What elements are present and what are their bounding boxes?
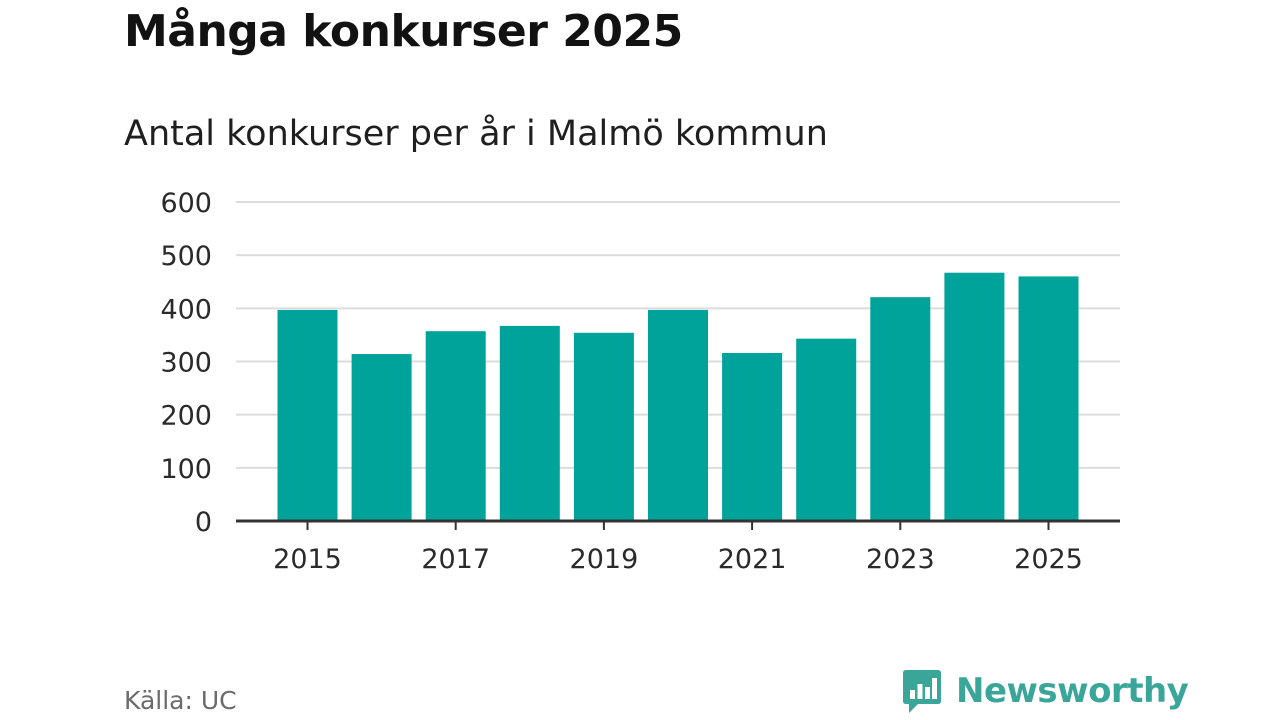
x-tick-label: 2015 <box>273 544 342 575</box>
x-tick-label: 2017 <box>421 544 490 575</box>
chart-title: Många konkurser 2025 <box>124 6 683 57</box>
y-tick-label: 0 <box>195 507 212 538</box>
x-tick-label: 2023 <box>866 544 935 575</box>
bar-2024 <box>944 272 1005 521</box>
bar-2016 <box>351 354 412 521</box>
bar-2021 <box>722 352 783 521</box>
bar-2018 <box>499 325 560 521</box>
y-tick-label: 400 <box>160 294 212 325</box>
newsworthy-logo: Newsworthy <box>902 668 1189 714</box>
bar-2025 <box>1018 276 1079 521</box>
bar-2022 <box>796 338 857 521</box>
y-tick-label: 200 <box>160 401 212 432</box>
bar-2023 <box>870 297 931 521</box>
newsworthy-chart-icon <box>903 670 941 713</box>
y-tick-label: 600 <box>160 188 212 219</box>
y-tick-label: 100 <box>160 454 212 485</box>
y-tick-label: 500 <box>160 241 212 272</box>
brand-name: Newsworthy <box>956 671 1189 711</box>
x-tick-label: 2019 <box>570 544 639 575</box>
x-axis-ticks: 2015 2017 2019 2021 2023 2025 <box>273 521 1083 575</box>
x-tick-label: 2025 <box>1014 544 1083 575</box>
bar-2020 <box>648 309 708 521</box>
y-tick-label: 300 <box>160 348 212 379</box>
chart-subtitle: Antal konkurser per år i Malmö kommun <box>124 114 828 154</box>
bar-2015 <box>277 309 338 521</box>
source-note: Källa: UC <box>124 686 237 715</box>
bar-2019 <box>573 332 634 521</box>
bar-2017 <box>425 331 486 521</box>
x-tick-label: 2021 <box>718 544 787 575</box>
bars <box>277 272 1079 521</box>
y-axis-ticks: 0 100 200 300 400 500 600 <box>160 188 212 538</box>
